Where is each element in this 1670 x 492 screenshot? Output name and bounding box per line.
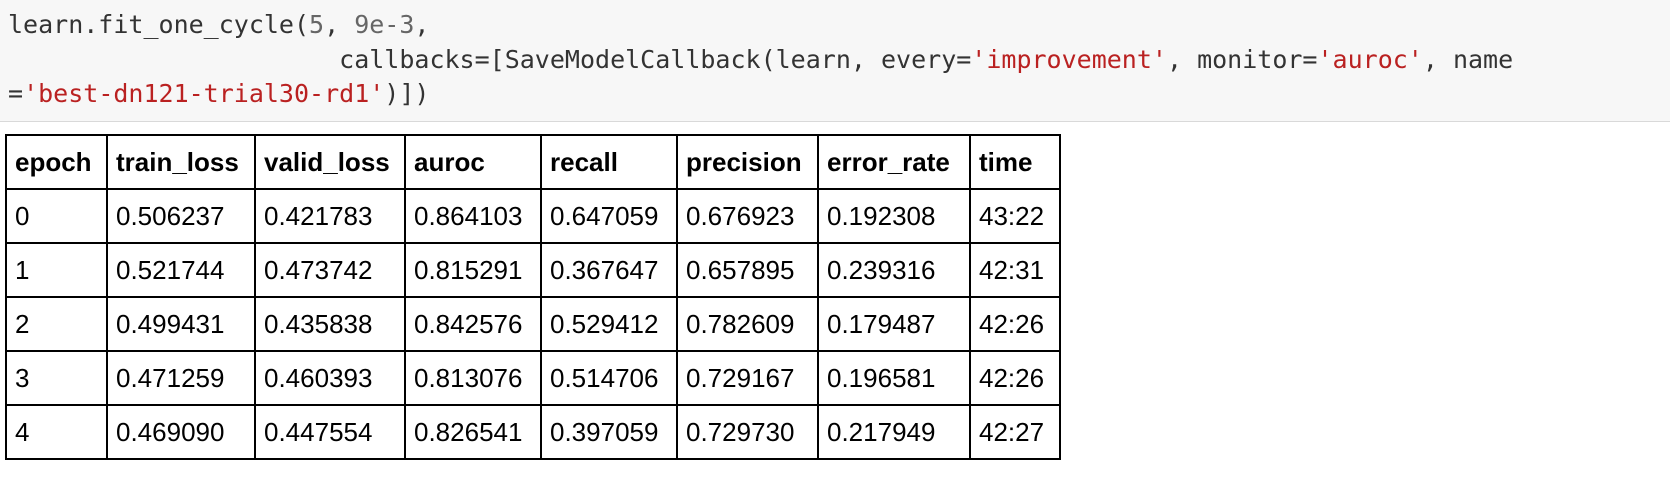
table-cell: 42:31 bbox=[969, 242, 1061, 298]
table-cell: 0.217949 bbox=[817, 404, 971, 460]
table-cell: 0.179487 bbox=[817, 296, 971, 352]
table-cell: 0.473742 bbox=[254, 242, 406, 298]
table-cell: 0.367647 bbox=[540, 242, 678, 298]
table-cell: 42:26 bbox=[969, 350, 1061, 406]
table-cell: 0.529412 bbox=[540, 296, 678, 352]
table-cell: 0.460393 bbox=[254, 350, 406, 406]
table-cell: 0.729730 bbox=[676, 404, 819, 460]
name-arg-value: 'best-dn121-trial30-rd1' bbox=[23, 79, 385, 108]
column-header: valid_loss bbox=[254, 134, 406, 190]
epochs-arg: 5 bbox=[309, 10, 325, 39]
table-cell: 0.239316 bbox=[817, 242, 971, 298]
code-line3-end: )]) bbox=[384, 79, 430, 108]
table-row: 2 0.499431 0.435838 0.842576 0.529412 0.… bbox=[5, 296, 1061, 352]
table-cell: 0.676923 bbox=[676, 188, 819, 244]
table-cell: 3 bbox=[5, 350, 108, 406]
code-input[interactable]: learn.fit_one_cycle(5, 9e-3, callbacks=[… bbox=[8, 8, 1513, 112]
table-cell: 0.514706 bbox=[540, 350, 678, 406]
table-cell: 0.196581 bbox=[817, 350, 971, 406]
column-header: auroc bbox=[404, 134, 542, 190]
table-cell: 0.815291 bbox=[404, 242, 542, 298]
code-line2-indent bbox=[8, 45, 339, 74]
code-line2-middle: , monitor= bbox=[1166, 44, 1318, 74]
table-cell: 0 bbox=[5, 188, 108, 244]
table-header-row: epoch train_loss valid_loss auroc recall… bbox=[5, 134, 1061, 190]
table-cell: 0.397059 bbox=[540, 404, 678, 460]
table-cell: 0.521744 bbox=[106, 242, 256, 298]
table-cell: 0.469090 bbox=[106, 404, 256, 460]
table-cell: 0.842576 bbox=[404, 296, 542, 352]
table-cell: 0.647059 bbox=[540, 188, 678, 244]
table-row: 3 0.471259 0.460393 0.813076 0.514706 0.… bbox=[5, 350, 1061, 406]
column-header: precision bbox=[676, 134, 819, 190]
table-row: 4 0.469090 0.447554 0.826541 0.397059 0.… bbox=[5, 404, 1061, 460]
every-arg-value: 'improvement' bbox=[971, 44, 1167, 74]
table-cell: 42:26 bbox=[969, 296, 1061, 352]
code-separator: , bbox=[324, 10, 355, 39]
monitor-arg-value: 'auroc' bbox=[1317, 44, 1423, 74]
table-cell: 1 bbox=[5, 242, 108, 298]
table-cell: 0.447554 bbox=[254, 404, 406, 460]
table-cell: 0.499431 bbox=[106, 296, 256, 352]
table-cell: 0.506237 bbox=[106, 188, 256, 244]
table-cell: 4 bbox=[5, 404, 108, 460]
table-cell: 43:22 bbox=[969, 188, 1061, 244]
learning-rate-arg: 9e-3 bbox=[354, 10, 415, 39]
table-cell: 2 bbox=[5, 296, 108, 352]
column-header: epoch bbox=[5, 134, 108, 190]
training-results-table: epoch train_loss valid_loss auroc recall… bbox=[5, 134, 1061, 460]
table-cell: 0.782609 bbox=[676, 296, 819, 352]
table-row: 1 0.521744 0.473742 0.815291 0.367647 0.… bbox=[5, 242, 1061, 298]
cell-output: epoch train_loss valid_loss auroc recall… bbox=[5, 134, 1061, 460]
code-line3-start: = bbox=[8, 79, 24, 108]
table-cell: 0.729167 bbox=[676, 350, 819, 406]
table-cell: 0.657895 bbox=[676, 242, 819, 298]
table-cell: 0.864103 bbox=[404, 188, 542, 244]
table-cell: 0.435838 bbox=[254, 296, 406, 352]
table-row: 0 0.506237 0.421783 0.864103 0.647059 0.… bbox=[5, 188, 1061, 244]
column-header: recall bbox=[540, 134, 678, 190]
column-header: train_loss bbox=[106, 134, 256, 190]
column-header: error_rate bbox=[817, 134, 971, 190]
table-cell: 0.421783 bbox=[254, 188, 406, 244]
table-cell: 42:27 bbox=[969, 404, 1061, 460]
code-line1-end: , bbox=[414, 10, 430, 39]
table-cell: 0.192308 bbox=[817, 188, 971, 244]
code-cell[interactable]: learn.fit_one_cycle(5, 9e-3, callbacks=[… bbox=[0, 0, 1670, 122]
table-cell: 0.826541 bbox=[404, 404, 542, 460]
code-line2-end: , name bbox=[1422, 44, 1514, 74]
table-cell: 0.471259 bbox=[106, 350, 256, 406]
code-line1-start: learn.fit_one_cycle( bbox=[8, 10, 310, 39]
code-line2-start: callbacks=[SaveModelCallback(learn, ever… bbox=[339, 44, 972, 74]
table-cell: 0.813076 bbox=[404, 350, 542, 406]
column-header: time bbox=[969, 134, 1061, 190]
